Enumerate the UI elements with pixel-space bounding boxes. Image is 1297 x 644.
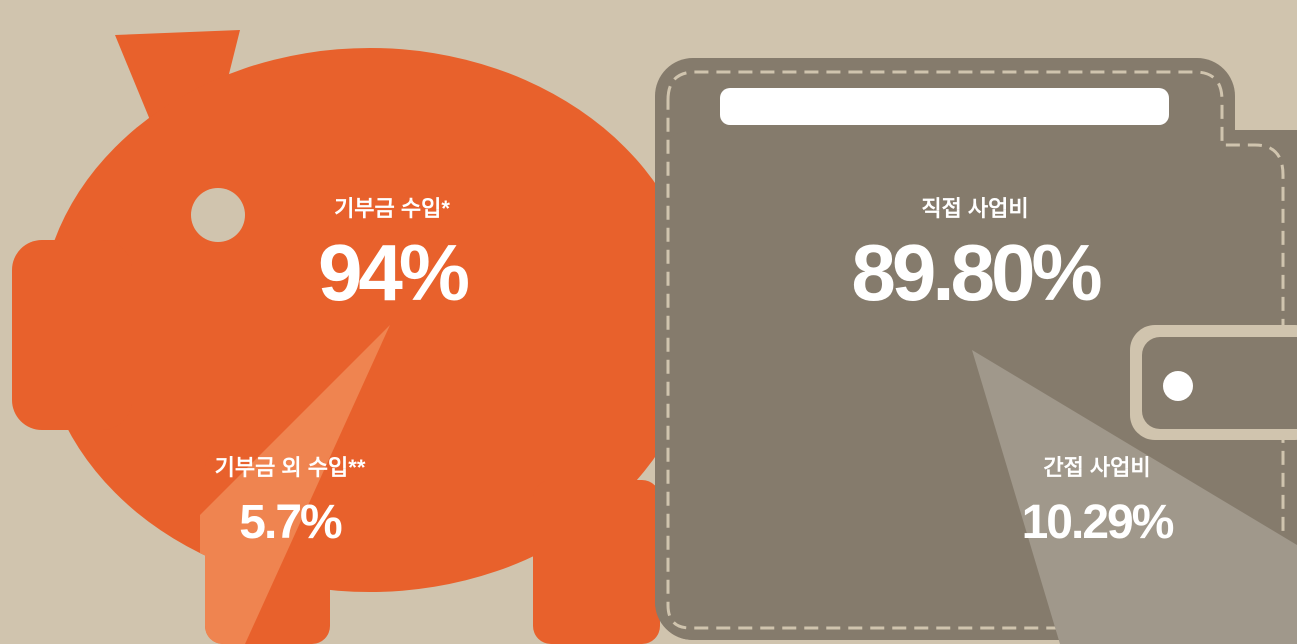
income-main-value: 94%	[318, 228, 469, 317]
income-main-label: 기부금 수입*	[334, 196, 450, 221]
expense-main-label: 직접 사업비	[921, 196, 1028, 221]
income-other-label: 기부금 외 수입**	[215, 455, 366, 480]
expense-other-label: 간접 사업비	[1043, 455, 1150, 480]
wallet	[655, 58, 1297, 644]
expense-other-value: 10.29%	[1022, 496, 1174, 549]
page: {"income": {"main": {"label": "기부금 수입*",…	[0, 0, 1297, 644]
expense-main-value: 89.80%	[851, 228, 1101, 317]
income-other-value: 5.7%	[239, 496, 342, 549]
piggy-bank	[12, 30, 700, 644]
infographic: 기부금 수입* 94% 기부금 외 수입** 5.7% 직접 사업비 89.80…	[0, 0, 1297, 644]
